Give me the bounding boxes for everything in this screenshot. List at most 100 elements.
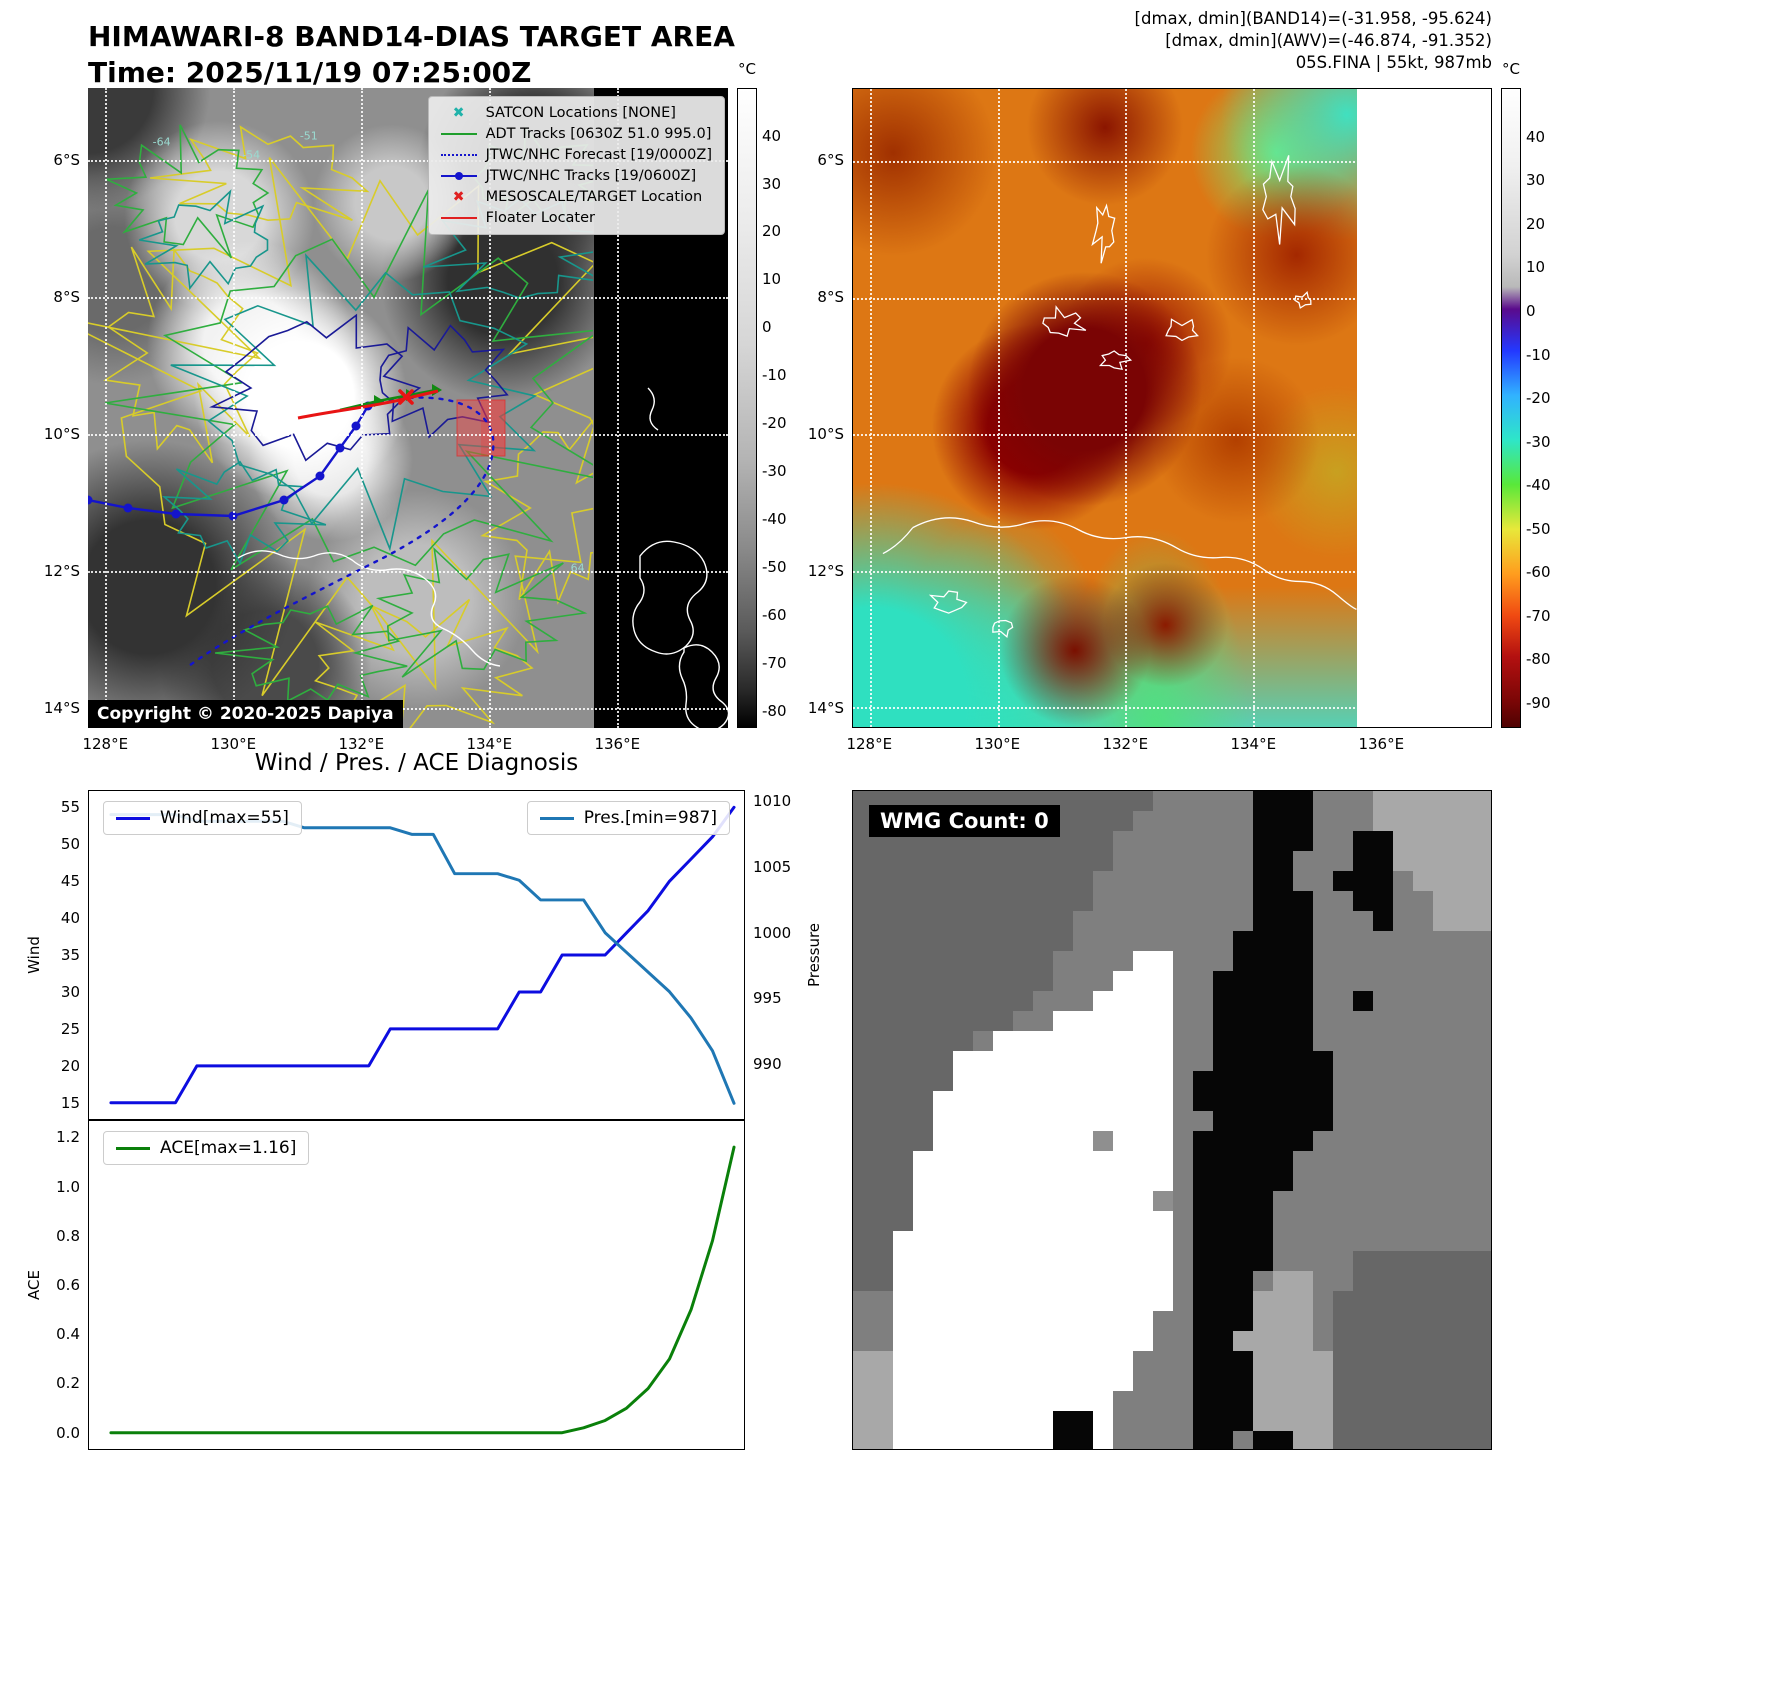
- wmg-cell: [1053, 1291, 1073, 1311]
- wmg-cell: [953, 1271, 973, 1291]
- wmg-cell: [1273, 951, 1293, 971]
- wmg-cell: [1093, 791, 1113, 811]
- wmg-cell: [893, 911, 913, 931]
- wmg-cell: [1273, 851, 1293, 871]
- wmg-cell: [993, 911, 1013, 931]
- series-line: [109, 1145, 736, 1435]
- wmg-cell: [1253, 811, 1273, 831]
- wmg-cell: [1273, 1351, 1293, 1371]
- wmg-cell: [1213, 1371, 1233, 1391]
- wmg-cell: [933, 991, 953, 1011]
- wmg-cell: [1113, 1291, 1133, 1311]
- wmg-cell: [1333, 1431, 1353, 1449]
- wmg-cell: [1073, 1011, 1093, 1031]
- wmg-cell: [893, 1411, 913, 1431]
- target-x-marker: [398, 389, 414, 405]
- wmg-cell: [853, 1231, 873, 1251]
- wmg-cell: [1073, 891, 1093, 911]
- wmg-cell: [1293, 991, 1313, 1011]
- wmg-cell: [1393, 811, 1413, 831]
- wmg-cell: [873, 1351, 893, 1371]
- map-y-tick-label: 8°S: [53, 288, 80, 307]
- wmg-cell: [1013, 1271, 1033, 1291]
- wmg-cell: [853, 791, 873, 811]
- wmg-cell: [1253, 831, 1273, 851]
- map-x-tick-label: 132°E: [1102, 735, 1149, 753]
- axis-tick-label: 1010: [753, 792, 792, 811]
- wmg-cell: [1473, 911, 1491, 931]
- wmg-cell: [853, 871, 873, 891]
- wmg-cell: [913, 1351, 933, 1371]
- wmg-cell: [1393, 1411, 1413, 1431]
- wmg-cell: [1133, 1271, 1153, 1291]
- wmg-cell: [1113, 1351, 1133, 1371]
- wmg-cell: [1033, 1371, 1053, 1391]
- wmg-cell: [1253, 891, 1273, 911]
- wmg-cell: [1293, 1331, 1313, 1351]
- contour-line: [480, 419, 593, 605]
- wmg-cell: [873, 991, 893, 1011]
- wind-legend-label: Wind[max=55]: [160, 808, 289, 828]
- wmg-cell: [953, 1011, 973, 1031]
- wmg-cell: [1313, 1351, 1333, 1371]
- wmg-cell: [1033, 1171, 1053, 1191]
- wmg-cell: [1213, 1351, 1233, 1371]
- wmg-cell: [1413, 1431, 1433, 1449]
- map-legend-label: JTWC/NHC Tracks [19/0600Z]: [485, 168, 697, 184]
- wmg-cell: [1453, 1351, 1473, 1371]
- colorbar-tick-label: -90: [1526, 693, 1551, 712]
- wmg-cell: [913, 1271, 933, 1291]
- wmg-cell: [1473, 1431, 1491, 1449]
- wmg-cell: [1013, 1371, 1033, 1391]
- wmg-cell: [1013, 1111, 1033, 1131]
- wmg-cell: [1213, 991, 1233, 1011]
- wmg-cell: [953, 1051, 973, 1071]
- contour-line: [379, 324, 509, 439]
- wmg-cell: [1233, 931, 1253, 951]
- wmg-cell: [993, 1391, 1013, 1411]
- wmg-cell: [1013, 871, 1033, 891]
- wmg-cell: [1373, 1371, 1393, 1391]
- wmg-cell: [1413, 1291, 1433, 1311]
- ace-axis-label: ACE: [25, 1270, 43, 1300]
- wmg-cell: [873, 971, 893, 991]
- wmg-cell: [913, 931, 933, 951]
- wmg-cell: [993, 1351, 1013, 1371]
- wmg-cell: [1273, 1031, 1293, 1051]
- wmg-cell: [1093, 1091, 1113, 1111]
- wmg-cell: [853, 1091, 873, 1111]
- wmg-cell: [1273, 1071, 1293, 1091]
- colorbar-tick-label: 0: [1526, 301, 1536, 320]
- series-line: [109, 813, 736, 1105]
- wmg-cell: [1253, 1111, 1273, 1131]
- wmg-cell: [953, 1031, 973, 1051]
- wmg-cell: [1033, 1251, 1053, 1271]
- wmg-cell: [1093, 1031, 1113, 1051]
- wmg-cell: [1073, 1391, 1093, 1411]
- wmg-cell: [1473, 1411, 1491, 1431]
- wmg-cell: [1013, 1231, 1033, 1251]
- wmg-cell: [1353, 1391, 1373, 1411]
- wmg-cell: [933, 1251, 953, 1271]
- wmg-cell: [873, 1031, 893, 1051]
- wmg-cell: [933, 1131, 953, 1151]
- map-y-tick-label: 8°S: [817, 288, 844, 307]
- wmg-cell: [1473, 831, 1491, 851]
- legend-symbol: [440, 217, 477, 219]
- wmg-cell: [1193, 1131, 1213, 1151]
- wmg-cell: [873, 1431, 893, 1449]
- wmg-cell: [873, 1091, 893, 1111]
- wmg-cell: [1373, 811, 1393, 831]
- wmg-cell: [973, 1371, 993, 1391]
- wmg-cell: [1353, 891, 1373, 911]
- wmg-cell: [1053, 1411, 1073, 1431]
- wmg-cell: [893, 1391, 913, 1411]
- wmg-cell: [913, 1251, 933, 1271]
- map-legend-label: JTWC/NHC Forecast [19/0000Z]: [485, 147, 712, 163]
- wmg-cell: [1273, 1111, 1293, 1131]
- map-legend-item: JTWC/NHC Forecast [19/0000Z]: [440, 147, 712, 163]
- wmg-cell: [1073, 1151, 1093, 1171]
- wmg-cell: [1133, 1151, 1153, 1171]
- wmg-cell: [873, 1131, 893, 1151]
- wmg-cell: [853, 1431, 873, 1449]
